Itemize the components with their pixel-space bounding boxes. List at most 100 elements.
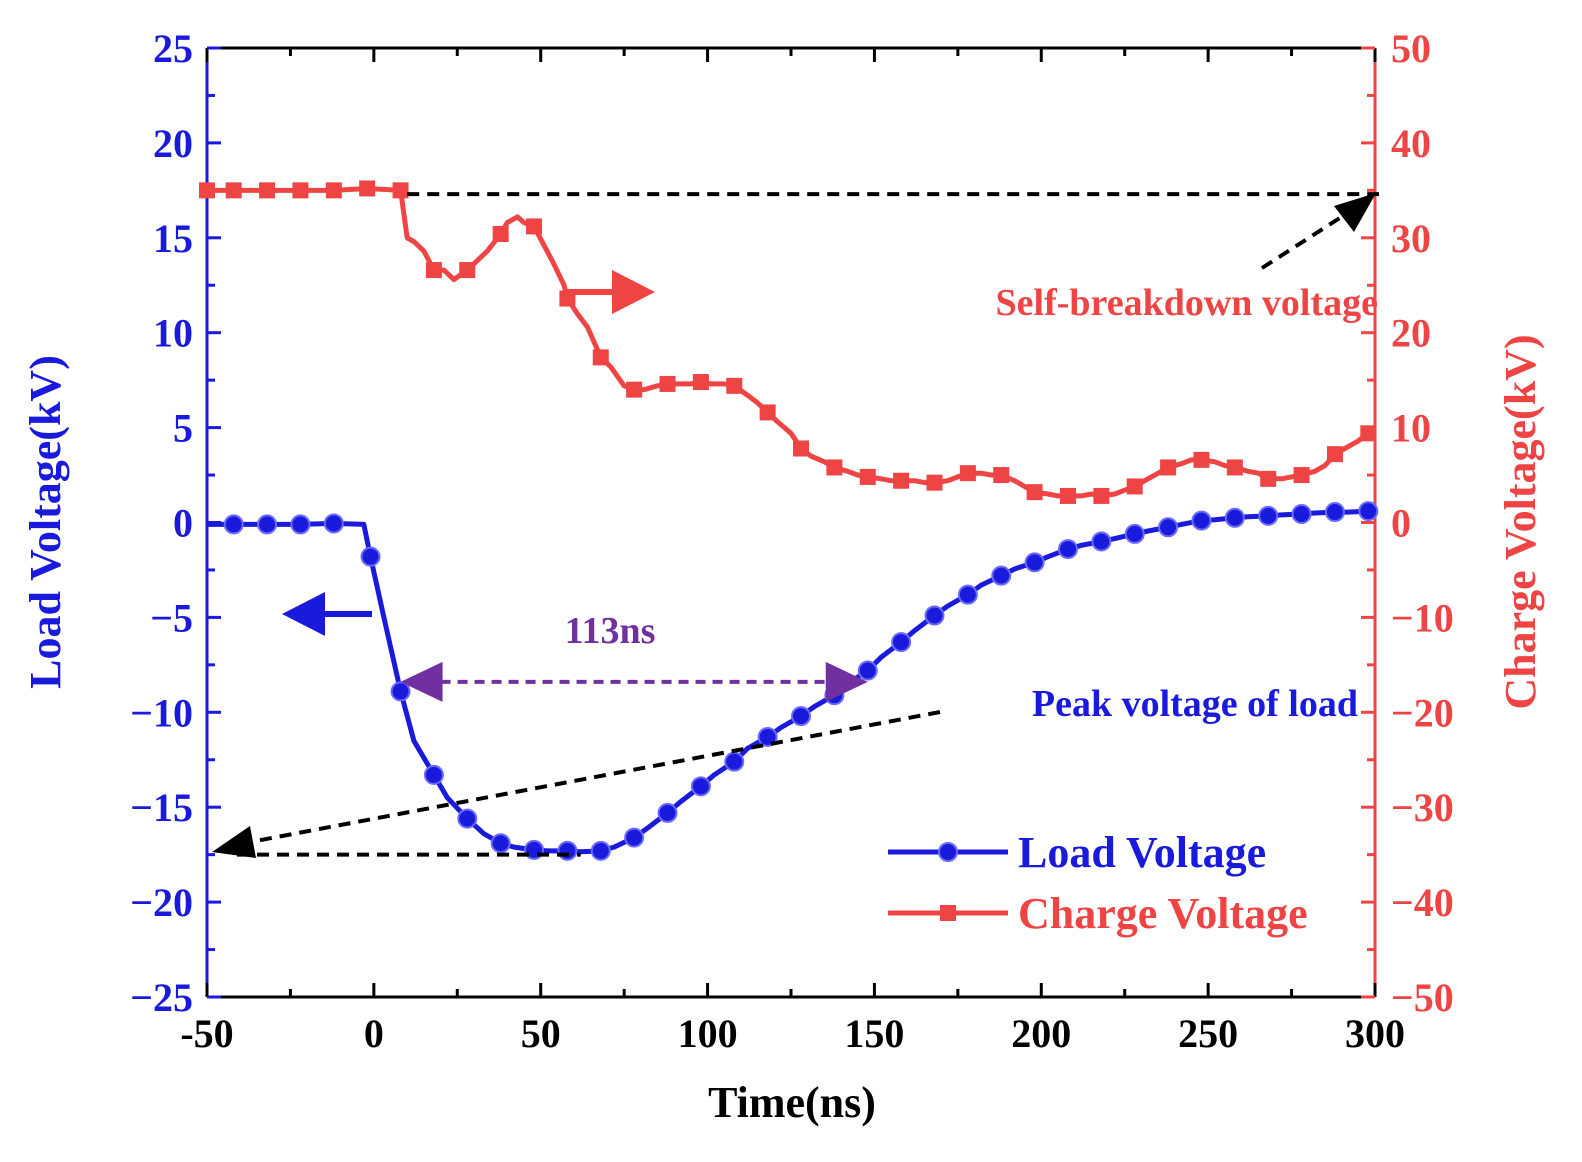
right-y-tick-label: −10: [1391, 595, 1454, 640]
x-tick-label: -50: [180, 1011, 233, 1056]
peak-load-pointer: [244, 710, 941, 845]
load-voltage-point: [1091, 531, 1112, 552]
load-voltage-point: [290, 514, 311, 535]
left-y-tick-label: −10: [130, 690, 193, 735]
x-tick-label: 100: [678, 1011, 738, 1056]
left-y-axis-ticks: 25 20 15 10 5 0 −5 −10 −15 −20 −25: [130, 26, 221, 1020]
charge-voltage-point: [959, 465, 976, 482]
legend: Load Voltage Charge Voltage: [888, 828, 1308, 938]
charge-voltage-point: [1260, 470, 1277, 487]
load-axis-arrow-head: [282, 592, 325, 636]
load-voltage-point: [857, 660, 878, 681]
charge-voltage-point: [492, 226, 509, 243]
charge-voltage-point: [1126, 478, 1143, 495]
load-voltage-point: [557, 840, 578, 861]
legend-label: Charge Voltage: [1018, 889, 1308, 938]
legend-label: Load Voltage: [1018, 828, 1266, 877]
left-y-tick-label: −25: [130, 975, 193, 1020]
left-y-tick-label: −20: [130, 880, 193, 925]
left-y-tick-label: 15: [153, 216, 193, 261]
charge-voltage-point: [926, 474, 943, 491]
left-y-tick-label: 10: [153, 311, 193, 356]
x-tick-label: 0: [364, 1011, 384, 1056]
load-voltage-point: [1158, 517, 1179, 538]
charge-voltage-line: [207, 186, 1370, 499]
right-y-tick-label: 30: [1391, 216, 1431, 261]
load-voltage-point: [757, 726, 778, 747]
legend-item-charge: Charge Voltage: [888, 889, 1308, 938]
load-voltage-point: [1224, 507, 1245, 528]
self-breakdown-label: Self-breakdown voltage: [996, 282, 1378, 324]
load-voltage-point: [390, 681, 411, 702]
load-voltage-point: [490, 833, 511, 854]
load-voltage-point: [590, 840, 611, 861]
self-breakdown-arrowhead: [1334, 193, 1376, 232]
charge-voltage-point: [893, 472, 910, 489]
charge-voltage-point: [692, 374, 709, 391]
load-voltage-point: [1291, 503, 1312, 524]
charge-voltage-point: [859, 468, 876, 485]
x-tick-label: 200: [1011, 1011, 1071, 1056]
x-axis-title: Time(ns): [708, 1078, 876, 1127]
load-voltage-point: [223, 514, 244, 535]
series-layer: [199, 180, 1379, 861]
load-voltage-point: [457, 808, 478, 829]
load-voltage-point: [791, 706, 812, 727]
charge-voltage-point: [1093, 487, 1110, 504]
load-voltage-point: [323, 513, 344, 534]
legend-marker: [938, 842, 958, 862]
charge-voltage-point: [592, 349, 609, 366]
charge-voltage-point: [759, 404, 776, 421]
right-y-tick-label: −50: [1391, 975, 1454, 1020]
load-voltage-point: [924, 605, 945, 626]
charge-voltage-point: [1326, 446, 1343, 463]
charge-voltage-point: [459, 262, 476, 279]
charge-voltage-point: [259, 182, 276, 199]
x-tick-label: 150: [844, 1011, 904, 1056]
charge-voltage-point: [325, 182, 342, 199]
load-voltage-point: [1057, 539, 1078, 560]
right-y-tick-label: 0: [1391, 501, 1411, 546]
charge-voltage-point: [225, 182, 242, 199]
charge-voltage-point: [1193, 451, 1210, 468]
load-voltage-point: [690, 776, 711, 797]
load-voltage-line: [207, 507, 1376, 855]
right-y-tick-label: 10: [1391, 406, 1431, 451]
charge-voltage-point: [1160, 459, 1177, 476]
fwhm-label: 113ns: [565, 610, 656, 652]
charge-voltage-point: [392, 182, 409, 199]
right-y-tick-label: −30: [1391, 785, 1454, 830]
charge-voltage-point: [1360, 425, 1377, 442]
load-voltage-point: [1358, 501, 1379, 522]
load-voltage-point: [657, 802, 678, 823]
left-y-axis-title: Load Voltage(kV): [21, 355, 70, 689]
load-voltage-point: [1024, 552, 1045, 573]
charge-voltage-point: [826, 459, 843, 476]
right-y-tick-label: −20: [1391, 690, 1454, 735]
charge-voltage-point: [1059, 487, 1076, 504]
charge-voltage-point: [793, 440, 810, 457]
load-voltage-point: [1124, 523, 1145, 544]
left-y-tick-label: 0: [173, 501, 193, 546]
charge-voltage-point: [993, 467, 1010, 484]
charge-voltage-point: [526, 218, 543, 235]
load-voltage-point: [991, 565, 1012, 586]
load-voltage-point: [1324, 502, 1345, 523]
charge-voltage-point: [1226, 459, 1243, 476]
right-y-axis-ticks: 50 40 30 20 10 0 −10 −20 −30 −40 −50: [1361, 26, 1454, 1020]
fwhm-arrow-right: [825, 661, 868, 702]
right-y-tick-label: 20: [1391, 311, 1431, 356]
charge-axis-arrow-head: [612, 270, 655, 314]
charge-voltage-point: [292, 182, 309, 199]
left-y-tick-label: 5: [173, 406, 193, 451]
load-voltage-point: [1191, 510, 1212, 531]
charge-voltage-point: [425, 262, 442, 279]
x-axis-ticks: -50 0 50 100 150 200 250 300: [180, 48, 1405, 1056]
annotation-layer: [212, 192, 1379, 858]
load-voltage-point: [1258, 505, 1279, 526]
load-voltage-point: [891, 632, 912, 653]
x-tick-label: 250: [1178, 1011, 1238, 1056]
load-voltage-point: [957, 584, 978, 605]
right-y-tick-label: −40: [1391, 880, 1454, 925]
